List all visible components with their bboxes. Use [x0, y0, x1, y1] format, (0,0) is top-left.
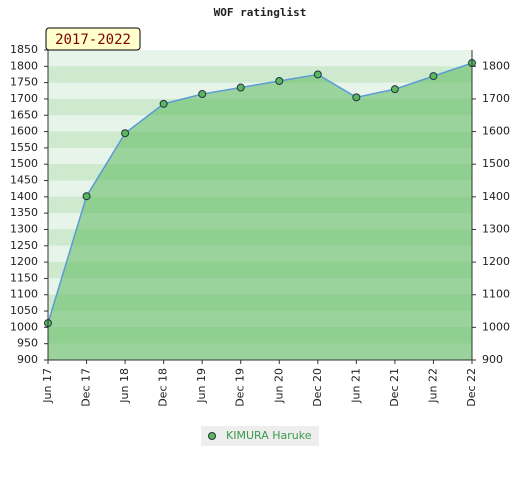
y2-tick-label: 1100: [482, 288, 510, 301]
y2-tick-label: 1500: [482, 157, 510, 170]
y-tick-label: 950: [17, 337, 38, 350]
point: [275, 77, 284, 85]
y-tick-label: 1700: [10, 92, 38, 105]
y-tick-label: 1750: [10, 76, 38, 89]
point: [198, 90, 207, 99]
area: [48, 63, 472, 360]
y-tick-label: 1000: [10, 320, 38, 333]
x-tick-label: Jun 21: [349, 368, 362, 404]
point: [352, 93, 361, 102]
y-tick-label: 1300: [10, 222, 38, 235]
line: [47, 62, 473, 324]
y2-tick-label: 1200: [482, 255, 510, 268]
point: [236, 83, 245, 92]
y2-tick-label: 1600: [482, 125, 510, 138]
legend-label: KIMURA Haruke: [226, 429, 312, 442]
y-tick-label: 1250: [10, 239, 38, 252]
y2-tick-label: 900: [482, 353, 503, 366]
x-tick-label: Jun 22: [426, 368, 439, 404]
y-tick-label: 1350: [10, 206, 38, 219]
annotation-box: [45, 27, 141, 51]
y2-tick-label: 1800: [482, 59, 510, 72]
y-tick-label: 1800: [10, 59, 38, 72]
x-tick-label: Dec 18: [157, 368, 170, 407]
x-tick-label: Dec 22: [465, 368, 478, 407]
x-tick-label: Jun 20: [272, 368, 285, 404]
y-tick-label: 1850: [10, 43, 38, 56]
y-tick-label: 1050: [10, 304, 38, 317]
point: [121, 129, 130, 138]
point: [159, 99, 168, 108]
y-tick-label: 1400: [10, 190, 38, 203]
point: [429, 72, 438, 81]
y2-tick-label: 1300: [482, 222, 510, 235]
x-tick-label: Dec 19: [234, 368, 247, 407]
y-tick-label: 1500: [10, 157, 38, 170]
y-tick-label: 900: [17, 353, 38, 366]
y-tick-label: 1450: [10, 174, 38, 187]
y2-tick-label: 1000: [482, 320, 510, 333]
legend-marker: [208, 432, 216, 440]
y-tick-label: 1150: [10, 271, 38, 284]
y-tick-label: 1650: [10, 108, 38, 121]
x-tick-label: Dec 17: [80, 368, 93, 407]
point: [390, 85, 399, 94]
y2-tick-label: 1400: [482, 190, 510, 203]
point: [313, 70, 322, 79]
x-tick-label: Dec 20: [311, 368, 324, 407]
y-tick-label: 1100: [10, 288, 38, 301]
y2-tick-label: 1700: [482, 92, 510, 105]
legend-box: [201, 426, 319, 446]
point: [82, 192, 91, 201]
x-tick-label: Jun 17: [41, 368, 54, 404]
x-tick-label: Jun 19: [195, 368, 208, 404]
x-tick-label: Jun 18: [118, 368, 131, 404]
y-tick-label: 1200: [10, 255, 38, 268]
y-tick-label: 1600: [10, 125, 38, 138]
y-tick-label: 1550: [10, 141, 38, 154]
chart-title: WOF ratinglist: [214, 6, 307, 19]
x-tick-label: Dec 21: [388, 368, 401, 407]
annotation: 2017-2022: [55, 32, 131, 48]
